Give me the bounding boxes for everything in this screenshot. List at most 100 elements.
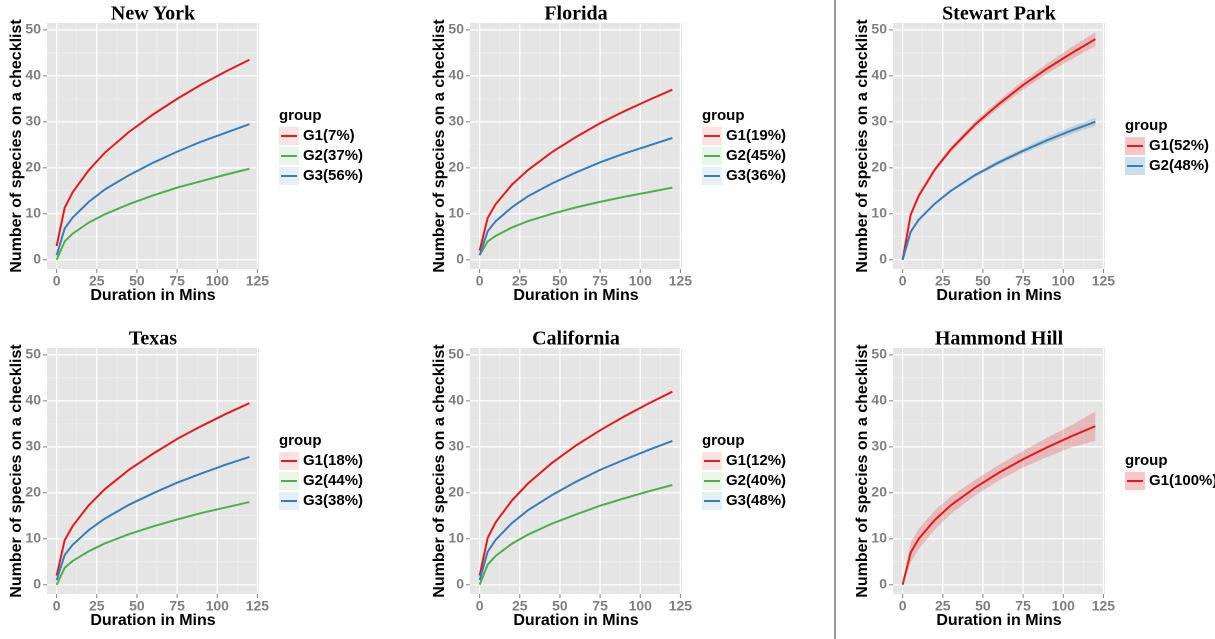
- x-tick-label: 125: [669, 273, 693, 289]
- x-tick-label: 125: [246, 273, 270, 289]
- y-axis-title: Number of species on a checklist: [431, 344, 448, 598]
- y-tick-label: 0: [879, 251, 887, 267]
- x-tick-label: 75: [592, 273, 608, 289]
- legend-label: G1(100%): [1149, 472, 1215, 489]
- legend-label: G3(56%): [303, 167, 363, 184]
- x-tick-label: 125: [246, 598, 270, 614]
- series-line: [478, 439, 673, 581]
- x-axis-title: Duration in Mins: [936, 612, 1061, 629]
- y-tick-label: 40: [25, 67, 41, 83]
- y-tick-label: 0: [879, 576, 887, 592]
- legend-label: G3(48%): [726, 492, 786, 509]
- y-tick-label: 20: [448, 159, 464, 175]
- x-axis-title: Duration in Mins: [936, 287, 1061, 304]
- y-tick-label: 30: [25, 438, 41, 454]
- x-tick-label: 0: [53, 598, 61, 614]
- x-tick-label: 50: [129, 598, 145, 614]
- x-axis-title: Duration in Mins: [513, 612, 638, 629]
- series-line: [901, 38, 1096, 260]
- x-tick-label: 25: [935, 273, 951, 289]
- legend-label: G3(38%): [303, 492, 363, 509]
- y-tick-label: 30: [871, 113, 887, 129]
- x-tick-label: 75: [592, 598, 608, 614]
- legend-label: G1(12%): [726, 452, 786, 469]
- x-tick-label: 50: [552, 598, 568, 614]
- legend-label: G1(19%): [726, 127, 786, 144]
- x-tick-label: 50: [975, 273, 991, 289]
- series-line: [478, 137, 673, 256]
- legend-title: group: [1125, 117, 1168, 134]
- legend-title: group: [279, 107, 322, 124]
- y-tick-label: 50: [871, 21, 887, 37]
- x-tick-label: 0: [53, 273, 61, 289]
- y-tick-label: 30: [25, 113, 41, 129]
- y-tick-label: 40: [448, 392, 464, 408]
- x-tick-label: 75: [1015, 273, 1031, 289]
- x-tick-label: 75: [169, 273, 185, 289]
- y-tick-label: 20: [871, 159, 887, 175]
- y-tick-label: 20: [25, 159, 41, 175]
- y-tick-label: 0: [456, 576, 464, 592]
- legend-label: G2(45%): [726, 147, 786, 164]
- y-tick-label: 40: [871, 392, 887, 408]
- y-tick-label: 40: [448, 67, 464, 83]
- y-tick-label: 40: [871, 67, 887, 83]
- x-tick-label: 25: [89, 598, 105, 614]
- x-axis-title: Duration in Mins: [513, 287, 638, 304]
- confidence-band: [902, 411, 1096, 585]
- series-line: [901, 120, 1096, 261]
- y-tick-label: 50: [448, 346, 464, 362]
- legend-title: group: [702, 432, 745, 449]
- x-tick-label: 25: [512, 273, 528, 289]
- x-tick-label: 0: [899, 598, 907, 614]
- x-tick-label: 125: [1092, 273, 1116, 289]
- series-line: [478, 484, 673, 586]
- x-tick-label: 25: [512, 598, 528, 614]
- x-tick-label: 125: [669, 598, 693, 614]
- y-tick-label: 40: [25, 392, 41, 408]
- x-tick-label: 75: [1015, 598, 1031, 614]
- x-tick-label: 75: [169, 598, 185, 614]
- confidence-band: [902, 32, 1096, 260]
- chart-title: California: [532, 328, 620, 350]
- y-tick-label: 20: [25, 484, 41, 500]
- legend-title: group: [279, 432, 322, 449]
- chart-title: Stewart Park: [942, 3, 1057, 25]
- x-tick-label: 50: [975, 598, 991, 614]
- y-axis-title: Number of species on a checklist: [8, 19, 25, 273]
- legend-label: G2(48%): [1149, 157, 1209, 174]
- chart-title: Hammond Hill: [935, 328, 1064, 350]
- chart-title: Texas: [129, 328, 177, 350]
- x-tick-label: 0: [899, 273, 907, 289]
- plot-panel: [893, 348, 1105, 594]
- x-tick-label: 25: [935, 598, 951, 614]
- legend-title: group: [1125, 452, 1168, 469]
- series-line: [55, 58, 250, 247]
- y-axis-title: Number of species on a checklist: [431, 19, 448, 273]
- x-tick-label: 0: [476, 273, 484, 289]
- plot-panel: [470, 348, 682, 594]
- y-tick-label: 30: [448, 438, 464, 454]
- y-axis-title: Number of species on a checklist: [8, 344, 25, 598]
- x-tick-label: 100: [206, 598, 230, 614]
- x-tick-label: 100: [1052, 598, 1076, 614]
- series-line: [478, 390, 673, 576]
- x-tick-label: 100: [1052, 273, 1076, 289]
- legend-label: G3(36%): [726, 167, 786, 184]
- legend-label: G2(37%): [303, 147, 363, 164]
- y-tick-label: 20: [448, 484, 464, 500]
- y-axis-title: Number of species on a checklist: [854, 19, 871, 273]
- y-tick-label: 10: [871, 205, 887, 221]
- series-line: [55, 501, 250, 586]
- y-tick-label: 10: [25, 530, 41, 546]
- legend-label: G1(52%): [1149, 137, 1209, 154]
- y-tick-label: 10: [448, 530, 464, 546]
- x-tick-label: 100: [629, 598, 653, 614]
- x-tick-label: 50: [552, 273, 568, 289]
- x-axis-title: Duration in Mins: [90, 287, 215, 304]
- series-line: [901, 425, 1096, 586]
- y-tick-label: 50: [871, 346, 887, 362]
- series-line: [55, 123, 250, 256]
- series-line: [55, 456, 250, 581]
